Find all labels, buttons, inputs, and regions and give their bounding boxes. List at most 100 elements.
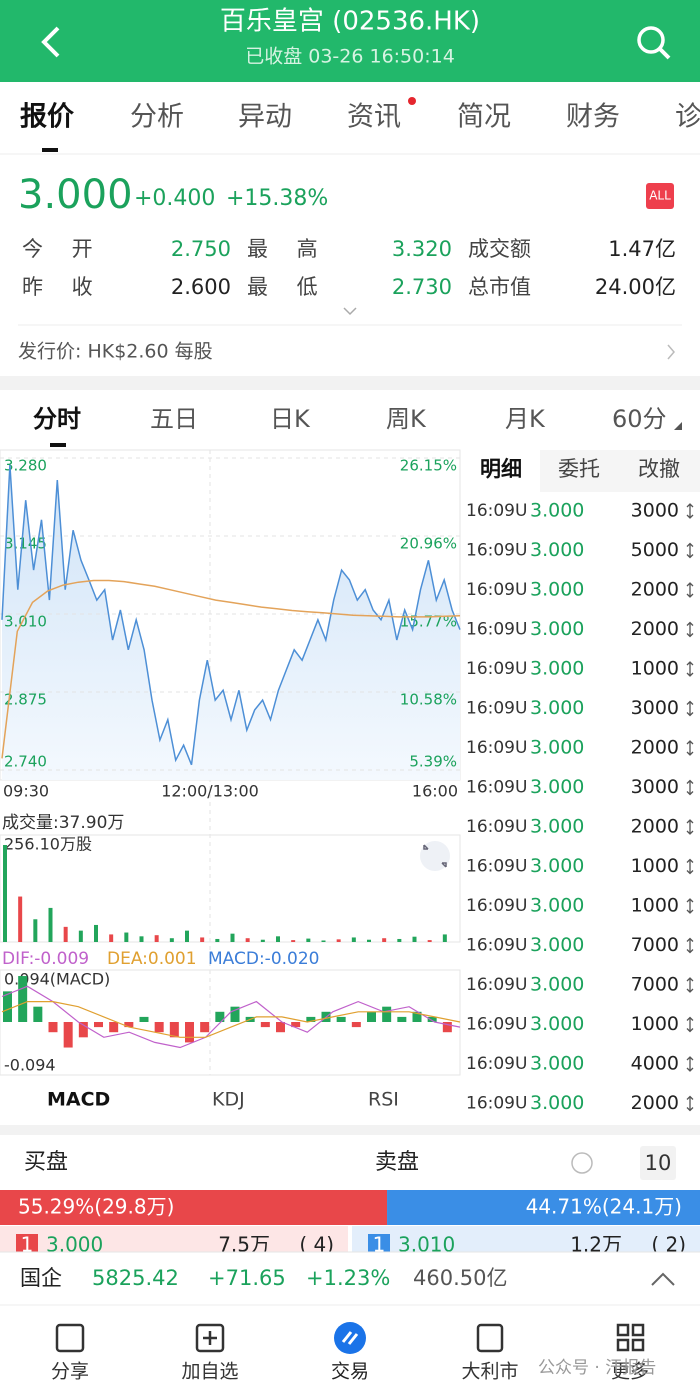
macd-bar <box>442 1022 452 1033</box>
field-value: 1.47亿 <box>608 237 676 261</box>
macd-bar <box>427 1016 437 1022</box>
trade-time: 16:09U <box>466 1015 527 1035</box>
trade-time: 16:09U <box>466 975 527 995</box>
trade-dir <box>686 582 694 598</box>
share-icon[interactable] <box>55 1323 85 1353</box>
macd-bar <box>185 1022 194 1043</box>
trade-qty: 2000 <box>631 816 679 838</box>
buy-row-bg <box>0 1226 348 1252</box>
nav-label[interactable]: 大利市 <box>461 1361 518 1383</box>
tab[interactable]: 报价 <box>20 102 75 133</box>
indicator-tab[interactable]: KDJ <box>212 1089 245 1111</box>
trade-price: 3.000 <box>530 539 584 561</box>
tab[interactable]: 简况 <box>457 102 511 133</box>
change: +0.400 <box>134 186 215 211</box>
volume-bar <box>427 940 432 942</box>
trade-dir <box>686 1056 694 1072</box>
trade-price: 3.000 <box>530 855 584 877</box>
x-tick-label: 09:30 <box>3 782 49 801</box>
dea-line <box>1 1001 461 1038</box>
nav-label[interactable]: 加自选 <box>181 1361 238 1383</box>
trade-price: 3.000 <box>530 816 584 838</box>
back-button[interactable] <box>41 26 60 58</box>
trade-time: 16:09U <box>466 817 527 837</box>
trade-time: 16:09U <box>466 1094 527 1114</box>
trade-dir <box>686 977 694 993</box>
trade-time: 16:09U <box>466 659 527 679</box>
trade-qty: 3000 <box>631 697 679 719</box>
chart-tab[interactable]: 日K <box>270 405 311 433</box>
chart-tab[interactable]: 60分 <box>612 405 667 433</box>
more-icon[interactable] <box>616 1323 645 1352</box>
tab[interactable]: 财务 <box>566 102 620 133</box>
y-tick-label: 2.875 <box>4 691 47 709</box>
trade-qty: 2000 <box>631 1092 679 1114</box>
trade-qty: 5000 <box>631 539 679 561</box>
chart-tab[interactable]: 五日 <box>150 405 198 433</box>
trade-time: 16:09U <box>466 778 527 798</box>
list-icon[interactable] <box>476 1323 504 1353</box>
trade-icon[interactable] <box>334 1322 366 1354</box>
nav-label[interactable]: 分享 <box>51 1361 89 1383</box>
trade-qty: 4000 <box>631 1053 679 1075</box>
expand-icon[interactable] <box>343 307 357 316</box>
expand-up[interactable] <box>651 1272 675 1286</box>
depth-button[interactable] <box>640 1146 676 1180</box>
tab[interactable]: 异动 <box>238 102 292 133</box>
trade-tab[interactable]: 改撤 <box>638 457 680 481</box>
y2-tick-label: 5.39% <box>409 753 457 771</box>
trade-dir <box>686 898 694 914</box>
tab[interactable]: 分析 <box>130 102 184 133</box>
nav-label[interactable]: 更多 <box>611 1361 649 1383</box>
macd-bar <box>78 1022 88 1038</box>
chart-tab[interactable]: 月K <box>505 405 546 433</box>
y-tick-label: 3.010 <box>4 613 47 631</box>
chevron <box>667 344 675 360</box>
info-icon[interactable] <box>571 1152 593 1174</box>
tab[interactable]: 资讯 <box>347 102 401 133</box>
separator <box>0 376 700 390</box>
trade-qty: 3000 <box>631 776 679 798</box>
trade-price: 3.000 <box>530 737 584 759</box>
field-value: 2.600 <box>171 275 231 299</box>
all-badge[interactable] <box>646 183 674 209</box>
volume-bar <box>185 930 189 942</box>
trade-tab[interactable]: 委托 <box>558 457 600 481</box>
macd-bar <box>94 1022 103 1028</box>
volume-bar <box>321 940 326 942</box>
avg-line <box>1 579 461 759</box>
trade-time: 16:09U <box>466 699 527 719</box>
chart-tab[interactable]: 周K <box>386 405 427 433</box>
badge-text: ALL <box>649 189 671 203</box>
chart-tab[interactable]: 分时 <box>33 405 81 433</box>
trade-qty: 3000 <box>631 500 679 522</box>
subtitle: 已收盘 03-26 16:50:14 <box>245 46 455 68</box>
sell-bar <box>387 1190 700 1225</box>
trade-tab[interactable]: 明细 <box>480 457 522 481</box>
nav-label[interactable]: 交易 <box>331 1361 369 1383</box>
price: 3.000 <box>18 172 133 218</box>
trade-qty: 1000 <box>631 895 679 917</box>
indicator-tab[interactable]: MACD <box>47 1089 110 1111</box>
indicator-tab[interactable]: RSI <box>368 1089 399 1111</box>
index-change: +71.65 <box>208 1266 286 1290</box>
volume-bar <box>63 926 68 942</box>
y2-tick-label: 10.58% <box>400 691 457 709</box>
trade-dir <box>686 1016 694 1033</box>
macd-bar <box>336 1016 346 1022</box>
trade-price: 3.000 <box>530 1092 584 1114</box>
sell-title: 卖盘 <box>375 1150 419 1175</box>
trade-glyph <box>341 1331 359 1345</box>
trade-dir <box>686 503 694 519</box>
tab[interactable]: 诊 <box>675 102 700 133</box>
search-button[interactable] <box>637 26 671 60</box>
macd-bar <box>18 976 28 1022</box>
change-pct: +15.38% <box>226 186 328 211</box>
macd-bar <box>200 1022 210 1033</box>
trade-qty: 7000 <box>631 934 679 956</box>
separator <box>0 1125 700 1135</box>
watch-icon[interactable] <box>195 1323 225 1353</box>
volume-bar <box>169 938 174 942</box>
